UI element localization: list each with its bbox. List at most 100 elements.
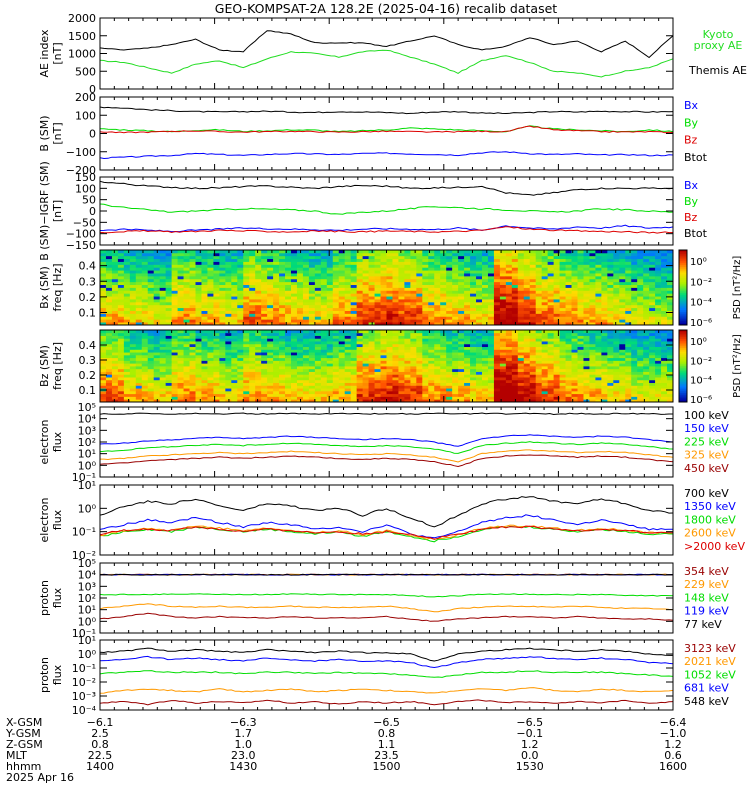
- heatmap-cell: [273, 394, 279, 397]
- heatmap-cell: [476, 355, 482, 358]
- heatmap-cell: [392, 347, 398, 350]
- heatmap-cell: [476, 288, 482, 291]
- heatmap-cell: [357, 355, 363, 358]
- heatmap-cell: [136, 344, 142, 347]
- heatmap-cell: [166, 372, 172, 375]
- heatmap-cell: [363, 333, 369, 336]
- heatmap-cell: [243, 293, 249, 296]
- heatmap-cell: [130, 380, 136, 383]
- heatmap-cell: [237, 293, 243, 296]
- heatmap-cell: [464, 282, 470, 285]
- heatmap-cell: [160, 296, 166, 299]
- heatmap-cell: [488, 366, 494, 369]
- heatmap-cell: [381, 253, 387, 256]
- heatmap-cell: [613, 299, 619, 302]
- heatmap-cell: [142, 264, 148, 267]
- heatmap-cell: [136, 279, 142, 282]
- heatmap-cell: [136, 358, 142, 361]
- heatmap-cell: [142, 333, 148, 336]
- heatmap-cell: [148, 366, 154, 369]
- heatmap-cell: [309, 358, 315, 361]
- heatmap-cell: [285, 279, 291, 282]
- heatmap-cell: [500, 285, 506, 288]
- heatmap-cell: [172, 285, 178, 288]
- heatmap-cell: [506, 276, 512, 279]
- heatmap-cell: [279, 296, 285, 299]
- heatmap-cell: [267, 276, 273, 279]
- heatmap-cell: [315, 333, 321, 336]
- heatmap-cell: [243, 270, 249, 273]
- heatmap-cell: [357, 360, 363, 363]
- heatmap-cell: [291, 366, 297, 369]
- heatmap-cell: [351, 385, 357, 388]
- heatmap-cell: [428, 302, 434, 305]
- heatmap-cell: [261, 344, 267, 347]
- heatmap-cell: [369, 383, 375, 386]
- heatmap-cell: [422, 360, 428, 363]
- heatmap-cell: [231, 273, 237, 276]
- heatmap-cell: [440, 273, 446, 276]
- heatmap-cell: [100, 383, 106, 386]
- heatmap-cell: [595, 279, 601, 282]
- heatmap-cell: [112, 388, 118, 391]
- heatmap-cell: [392, 276, 398, 279]
- heatmap-cell: [375, 347, 381, 350]
- heatmap-cell: [566, 316, 572, 319]
- heatmap-cell: [357, 347, 363, 350]
- heatmap-cell: [345, 349, 351, 352]
- heatmap-cell: [267, 256, 273, 259]
- heatmap-cell: [512, 363, 518, 366]
- heatmap-cell: [309, 270, 315, 273]
- heatmap-cell: [118, 380, 124, 383]
- heatmap-cell: [309, 341, 315, 344]
- heatmap-cell: [225, 355, 231, 358]
- heatmap-cell: [524, 290, 530, 293]
- heatmap-cell: [536, 296, 542, 299]
- heatmap-cell: [655, 288, 661, 291]
- heatmap-cell: [440, 349, 446, 352]
- heatmap-cell: [470, 396, 476, 399]
- heatmap-cell: [554, 347, 560, 350]
- heatmap-cell: [136, 311, 142, 314]
- heatmap-cell: [207, 377, 213, 380]
- heatmap-cell: [124, 273, 130, 276]
- heatmap-cell: [482, 363, 488, 366]
- heatmap-cell: [404, 319, 410, 322]
- heatmap-cell: [201, 341, 207, 344]
- heatmap-cell: [130, 352, 136, 355]
- heatmap-cell: [422, 338, 428, 341]
- heatmap-cell: [554, 299, 560, 302]
- heatmap-cell: [524, 377, 530, 380]
- heatmap-cell: [363, 311, 369, 314]
- heatmap-cell: [160, 374, 166, 377]
- heatmap-cell: [219, 264, 225, 267]
- heatmap-cell: [190, 394, 196, 397]
- heatmap-cell: [583, 279, 589, 282]
- heatmap-cell: [100, 352, 106, 355]
- heatmap-cell: [225, 383, 231, 386]
- heatmap-cell: [619, 313, 625, 316]
- heatmap-cell: [452, 363, 458, 366]
- heatmap-cell: [303, 396, 309, 399]
- heatmap-cell: [631, 262, 637, 265]
- heatmap-cell: [392, 394, 398, 397]
- heatmap-cell: [166, 352, 172, 355]
- heatmap-cell: [201, 299, 207, 302]
- heatmap-cell: [112, 377, 118, 380]
- heatmap-cell: [363, 360, 369, 363]
- heatmap-cell: [476, 296, 482, 299]
- heatmap-cell: [506, 369, 512, 372]
- heatmap-cell: [572, 273, 578, 276]
- heatmap-cell: [136, 253, 142, 256]
- heatmap-cell: [315, 299, 321, 302]
- heatmap-cell: [554, 366, 560, 369]
- heatmap-cell: [255, 369, 261, 372]
- heatmap-cell: [649, 285, 655, 288]
- heatmap-cell: [452, 288, 458, 291]
- heatmap-cell: [488, 259, 494, 262]
- heatmap-cell: [249, 290, 255, 293]
- heatmap-cell: [273, 372, 279, 375]
- heatmap-cell: [243, 279, 249, 282]
- heatmap-cell: [213, 267, 219, 270]
- heatmap-cell: [536, 383, 542, 386]
